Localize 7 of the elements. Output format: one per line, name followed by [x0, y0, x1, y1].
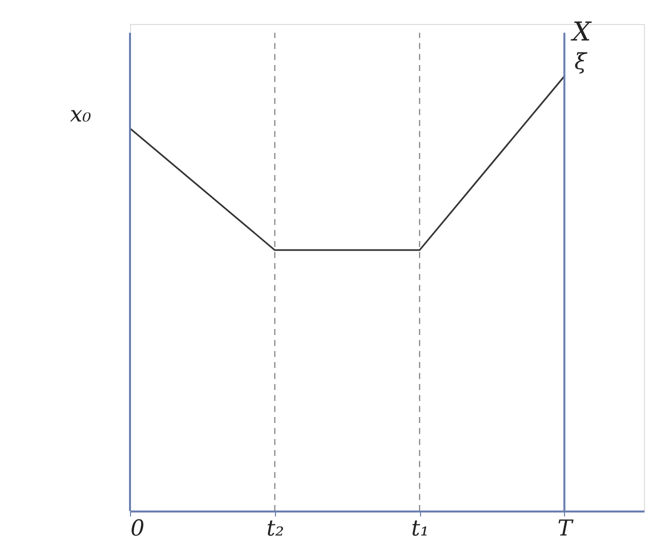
- annotation: ξ: [574, 50, 588, 76]
- ref-line-label: X: [570, 18, 592, 48]
- x-tick-label: t₂: [266, 516, 284, 542]
- x-tick-label: t₁: [411, 516, 429, 542]
- x-tick-label: 0: [130, 516, 144, 542]
- annotation: x₀: [70, 102, 92, 128]
- x-tick-label: T: [558, 516, 575, 542]
